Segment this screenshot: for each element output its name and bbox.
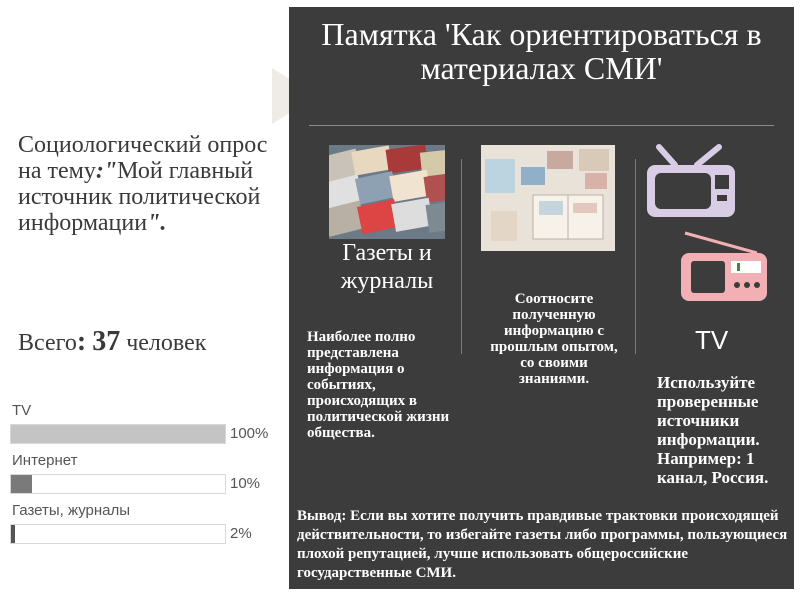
desk-photo <box>481 145 615 251</box>
memo-title: Памятка 'Как ориентироваться в материала… <box>321 16 762 86</box>
bar <box>11 475 32 493</box>
conclusion-text: Вывод: Если вы хотите получить правдивые… <box>297 508 788 581</box>
column-divider-2 <box>635 159 636 354</box>
col1-text: Наиболее полно представлена информация о… <box>307 329 450 441</box>
bar-track <box>10 474 226 494</box>
bar-category-label: Газеты, журналы <box>12 502 131 519</box>
total-respondents: Всего: 37 человек <box>18 326 278 358</box>
bar <box>11 525 15 543</box>
survey-prefix: Социологический опрос на тему <box>18 132 268 184</box>
total-unit: человек <box>126 330 207 356</box>
bar-row: Газеты, журналы 2% <box>8 502 288 552</box>
radio-icon <box>677 229 769 305</box>
col3-heading: TV <box>695 325 729 355</box>
col1-heading: Газеты и журналы <box>340 240 434 294</box>
bar-value-label: 100% <box>230 425 269 442</box>
bar-row: TV 100% <box>8 402 288 452</box>
memo-panel: Памятка 'Как ориентироваться в материала… <box>289 7 794 589</box>
col2-text: Соотносите полученную информацию с прошл… <box>490 291 618 387</box>
tv-icon <box>645 143 737 221</box>
bar-track <box>10 424 226 444</box>
bar-value-label: 2% <box>230 525 252 542</box>
newspapers-photo <box>329 145 445 239</box>
total-count: 37 <box>92 326 121 357</box>
bar-category-label: TV <box>12 402 32 419</box>
bar <box>11 425 225 443</box>
survey-topic: Мой главный источник политической информ… <box>18 158 261 236</box>
total-label: Всего <box>18 330 77 356</box>
survey-title: Социологический опрос на тему:"Мой главн… <box>18 132 278 236</box>
survey-bar-chart: TV 100% Интернет 10% Газеты, журналы 2% <box>8 402 288 552</box>
title-divider <box>309 125 774 126</box>
survey-end-quote: ". <box>147 210 167 236</box>
bar-track <box>10 524 226 544</box>
column-divider-1 <box>461 159 462 354</box>
col3-text: Используйте проверенные источники информ… <box>657 373 769 487</box>
bar-category-label: Интернет <box>12 452 78 469</box>
survey-colon-quote: :" <box>95 158 118 184</box>
bar-value-label: 10% <box>230 475 261 492</box>
total-colon: : <box>76 326 87 357</box>
bar-row: Интернет 10% <box>8 452 288 502</box>
